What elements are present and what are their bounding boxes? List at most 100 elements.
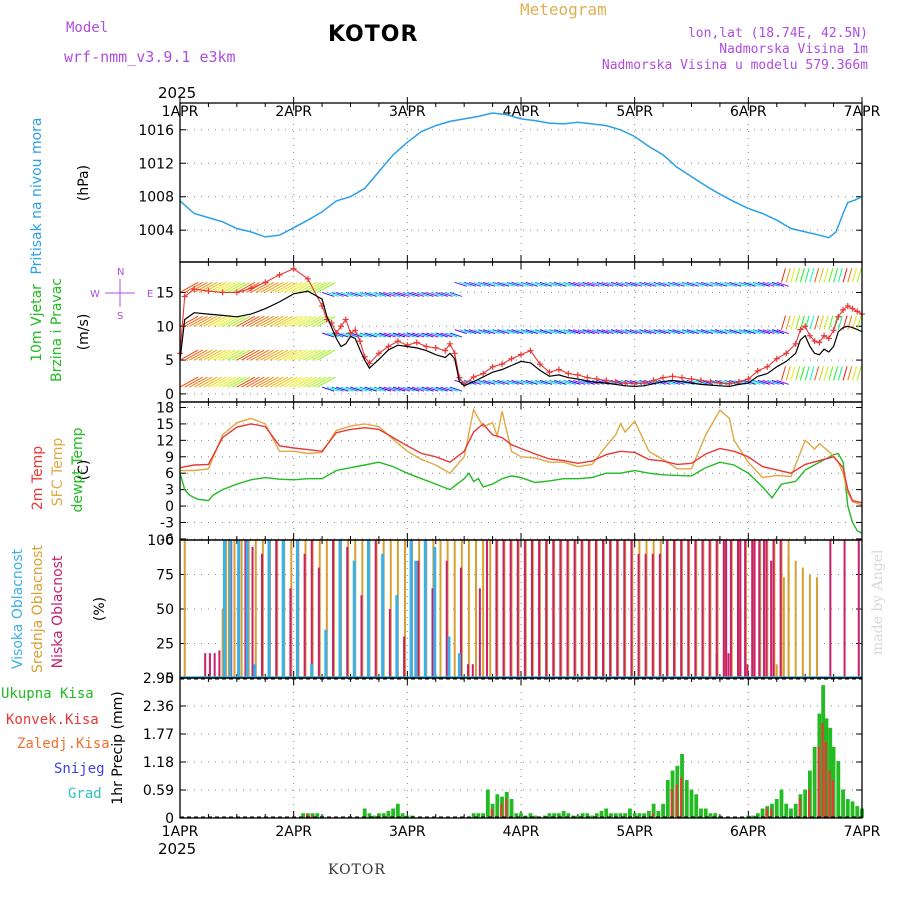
wind-barb xyxy=(847,315,853,330)
wind-barb xyxy=(388,332,401,338)
wind-barb xyxy=(198,315,218,327)
cloud-bar-niska xyxy=(573,540,576,678)
wind-barb xyxy=(374,291,387,297)
precipitation-ytick-label: 2.36 xyxy=(143,699,174,715)
wind-barb xyxy=(686,329,699,335)
wind-barb xyxy=(842,366,848,381)
wind-barb xyxy=(591,329,605,335)
cloud-bar-niska xyxy=(303,553,306,678)
wind-barb xyxy=(677,329,690,335)
cloud-bar-srednja xyxy=(233,540,236,678)
wind-barb xyxy=(563,329,576,335)
wind-barb xyxy=(781,366,786,381)
bottom-day-label: 1APR xyxy=(162,824,199,840)
temperature-ytick-label: 3 xyxy=(165,483,174,499)
wind-gust-marker xyxy=(470,373,477,380)
dewpt-line xyxy=(179,452,863,535)
wind-barb xyxy=(397,386,411,392)
cloud-ytick-label: 25 xyxy=(156,637,174,653)
cloud-bar-niska xyxy=(275,540,278,678)
wind-barb xyxy=(355,386,368,392)
wind-barb xyxy=(856,366,862,381)
wind-barb xyxy=(288,376,308,388)
wind-barb xyxy=(212,315,232,327)
precip-bar-ukupna xyxy=(377,813,381,818)
wind-barb xyxy=(724,379,737,385)
cloud-ytick-label: 50 xyxy=(156,602,174,618)
wind-barb xyxy=(293,349,312,361)
wind-barb xyxy=(302,315,322,327)
cloud-bar-niska xyxy=(829,540,832,678)
precip-bar-konvek xyxy=(305,814,309,818)
wind-barb xyxy=(236,315,256,327)
wind-barb xyxy=(212,376,232,388)
wind-gust-marker xyxy=(754,367,761,374)
precip-legend-label: Zaledj.Kisa xyxy=(17,736,110,752)
wind-barb xyxy=(288,281,308,293)
wind-barb xyxy=(776,379,789,385)
cloud-bar-niska xyxy=(403,636,406,678)
wind-barb xyxy=(407,332,420,338)
wind-barb xyxy=(553,281,567,287)
wind-barb xyxy=(795,366,801,381)
wind-barb xyxy=(681,281,695,287)
wind-gust-marker xyxy=(641,380,648,387)
wind-barb xyxy=(464,281,477,287)
wind-barb xyxy=(553,379,567,385)
precip-bar-ukupna xyxy=(476,813,481,818)
wind-barb xyxy=(847,268,853,283)
cloud-bar-niska xyxy=(746,664,749,678)
wind-barb xyxy=(752,281,766,287)
wind-barb xyxy=(231,315,251,327)
wind-barb xyxy=(511,281,524,287)
wind-barb xyxy=(449,291,463,297)
model-name: wrf-nmm_v3.9.1 e3km xyxy=(64,48,236,66)
cloud-bar-niska xyxy=(559,540,562,678)
precip-bar-ukupna xyxy=(372,815,377,818)
wind-barb xyxy=(411,386,425,392)
precip-bar-ukupna xyxy=(661,803,665,818)
wind-gust-marker xyxy=(726,380,733,387)
precip-bar-ukupna xyxy=(485,789,490,818)
bottom-day-label: 3APR xyxy=(389,824,426,840)
cloud-bar-niska xyxy=(317,567,320,678)
cloud-bar-niska xyxy=(687,540,690,678)
wind-barb xyxy=(729,329,742,335)
wind-barb xyxy=(189,349,208,361)
cloud-bar-niska xyxy=(566,540,569,678)
wind-barb xyxy=(705,329,718,335)
cloud-bar-niska xyxy=(623,540,626,678)
wind-barb xyxy=(757,379,770,385)
wind-barb xyxy=(492,281,505,287)
wind-barb xyxy=(606,281,619,287)
precip-bar-ukupna xyxy=(519,813,523,818)
wind-barb xyxy=(762,379,775,385)
wind-barb xyxy=(449,386,463,392)
wind-barb xyxy=(563,379,576,385)
model-elevation: Nadmorska Visina u modelu 579.366m xyxy=(601,58,868,73)
wind-barb xyxy=(487,281,501,287)
cloud-bar-srednja xyxy=(482,540,485,678)
wind-barb xyxy=(696,329,709,335)
wind-barb xyxy=(696,281,709,287)
cloud-bar-srednja xyxy=(489,540,492,678)
wind-barb xyxy=(549,329,562,335)
wind-barb xyxy=(260,315,279,327)
precip-bar-konvek xyxy=(490,808,493,818)
wind-barb xyxy=(544,329,557,335)
wind-barb xyxy=(568,379,581,385)
wind-barb xyxy=(572,281,586,287)
wind-barb xyxy=(355,291,368,297)
wind-barb xyxy=(492,379,505,385)
wind-gust-marker xyxy=(555,366,562,373)
compass-s-label: S xyxy=(117,311,123,322)
precip-bar-ukupna xyxy=(566,813,571,818)
wind-barb xyxy=(667,281,680,287)
wind-gust-marker xyxy=(811,338,818,345)
wind-barb xyxy=(771,281,785,287)
wind-barb xyxy=(317,281,336,293)
wind-barb xyxy=(757,329,770,335)
temperature-ytick-label: 6 xyxy=(165,466,174,482)
wind-barb xyxy=(369,332,382,338)
